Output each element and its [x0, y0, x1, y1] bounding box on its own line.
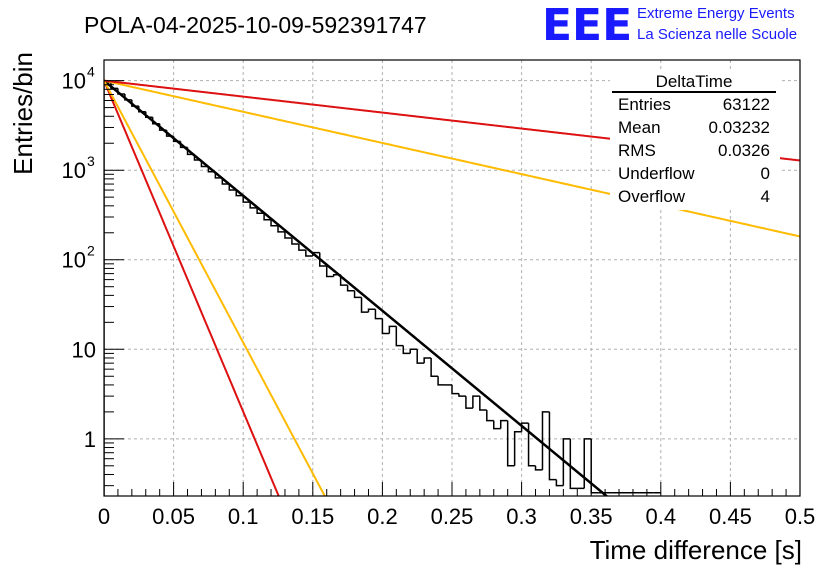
histogram-bin — [124, 93, 132, 101]
histogram-bin — [458, 393, 466, 397]
x-tick-label: 0.3 — [506, 504, 537, 529]
x-tick-label: 0.4 — [646, 504, 677, 529]
histogram-bin — [541, 411, 550, 470]
histogram-bin — [395, 326, 404, 347]
histogram-bin — [520, 422, 529, 432]
x-tick-label: 0.45 — [709, 504, 752, 529]
histogram-bin — [249, 202, 258, 209]
histogram-bin — [256, 207, 265, 215]
histogram-bin — [388, 325, 397, 334]
x-tick-label: 0.35 — [570, 504, 613, 529]
histogram-bin — [465, 396, 473, 409]
histogram-bin — [298, 243, 306, 251]
histogram-bin — [305, 250, 313, 257]
x-tick-label: 0.05 — [152, 504, 195, 529]
histogram-bin — [423, 357, 432, 364]
histogram-bin — [228, 184, 237, 191]
x-tick-label: 0.15 — [291, 504, 334, 529]
histogram-bin — [374, 309, 383, 320]
histogram-bin — [346, 285, 355, 292]
histogram-bin — [430, 357, 439, 377]
histogram-bin — [493, 420, 501, 430]
stats-underflow-value: 0 — [761, 164, 770, 183]
stats-box-name: DeltaTime — [656, 72, 733, 91]
histogram-bin — [506, 420, 515, 467]
histogram-bin — [409, 348, 418, 354]
fit-curve-yellow-slow — [104, 79, 800, 238]
histogram-bin — [353, 290, 362, 299]
histogram-bin — [284, 231, 292, 239]
stats-mean-value: 0.03232 — [709, 118, 770, 137]
logo-line-2: La Scienza nelle Scuole — [637, 26, 797, 43]
histogram-bin — [416, 349, 425, 364]
histogram-bin — [548, 411, 557, 481]
histogram-bin — [437, 376, 446, 386]
histogram-bin — [117, 88, 125, 95]
histogram-bin — [499, 419, 508, 429]
histogram-bin — [472, 395, 480, 409]
y-tick-label: 1 — [84, 427, 96, 452]
x-tick-label: 0.5 — [785, 504, 816, 529]
x-tick-label: 0.1 — [228, 504, 259, 529]
histogram-bin — [235, 190, 244, 197]
histogram-bin — [486, 409, 494, 422]
stats-box-background — [610, 70, 780, 210]
histogram-bin — [325, 266, 334, 278]
y-tick-label: 10 — [62, 69, 86, 94]
histogram-bin — [381, 318, 390, 335]
histogram-bin — [277, 225, 285, 233]
stats-entries-value: 63122 — [723, 95, 770, 114]
histogram-bin — [513, 431, 522, 466]
y-tick-exponent: 3 — [87, 153, 95, 169]
histogram-bin — [569, 438, 578, 490]
stats-box: DeltaTime Entries 63122 Mean 0.03232 RMS… — [610, 70, 780, 210]
y-tick-label: 10 — [62, 248, 86, 273]
stats-mean-label: Mean — [618, 118, 661, 137]
stats-rms-value: 0.0326 — [718, 141, 770, 160]
stats-entries-label: Entries — [618, 95, 671, 114]
histogram-bin — [402, 345, 411, 355]
axis-ticks — [103, 80, 801, 496]
stats-overflow-value: 4 — [761, 187, 770, 206]
x-axis-title: Time difference [s] — [590, 535, 802, 565]
stats-underflow-label: Underflow — [618, 164, 695, 183]
histogram-bin — [583, 438, 592, 489]
fit-curve-red-fast — [104, 80, 280, 496]
histogram-bin — [534, 465, 543, 471]
y-tick-label: 10 — [62, 158, 86, 183]
histogram-bin — [339, 274, 348, 286]
y-tick-exponent: 2 — [87, 243, 95, 259]
logo-mark: EEE — [542, 0, 632, 51]
histogram-bin — [451, 384, 459, 395]
histogram-bin — [367, 308, 376, 313]
histogram-bin — [555, 479, 564, 487]
histogram-bin — [562, 438, 571, 486]
fit-curve-yellow-fast — [104, 80, 326, 496]
stats-rms-label: RMS — [618, 141, 656, 160]
logo-line-1: Extreme Energy Events — [637, 5, 795, 22]
histogram-bin — [360, 297, 369, 313]
histogram-bin — [242, 195, 251, 203]
y-tick-exponent: 4 — [87, 64, 95, 80]
histogram-bin — [270, 219, 278, 227]
y-axis-title: Entries/bin — [8, 52, 38, 175]
histogram-bin — [263, 213, 272, 221]
x-tick-label: 0.25 — [431, 504, 474, 529]
histogram-bin — [291, 237, 299, 245]
histogram-bin — [479, 396, 487, 411]
y-tick-label: 10 — [72, 337, 96, 362]
x-tick-labels: 0 0.05 0.1 0.15 0.2 0.25 0.3 0.35 0.4 0.45 0.5 — [98, 504, 815, 529]
fit-curve-fit — [104, 79, 609, 496]
chart-title: POLA-04-2025-10-09-592391747 — [84, 12, 427, 38]
x-tick-label: 0 — [98, 504, 110, 529]
grid-lines — [104, 60, 800, 496]
stats-overflow-label: Overflow — [618, 187, 686, 206]
histogram-bin — [319, 252, 327, 267]
x-tick-label: 0.2 — [367, 504, 398, 529]
eee-logo: EEE Extreme Energy Events La Scienza nel… — [542, 0, 797, 51]
histogram-bin — [527, 423, 536, 467]
